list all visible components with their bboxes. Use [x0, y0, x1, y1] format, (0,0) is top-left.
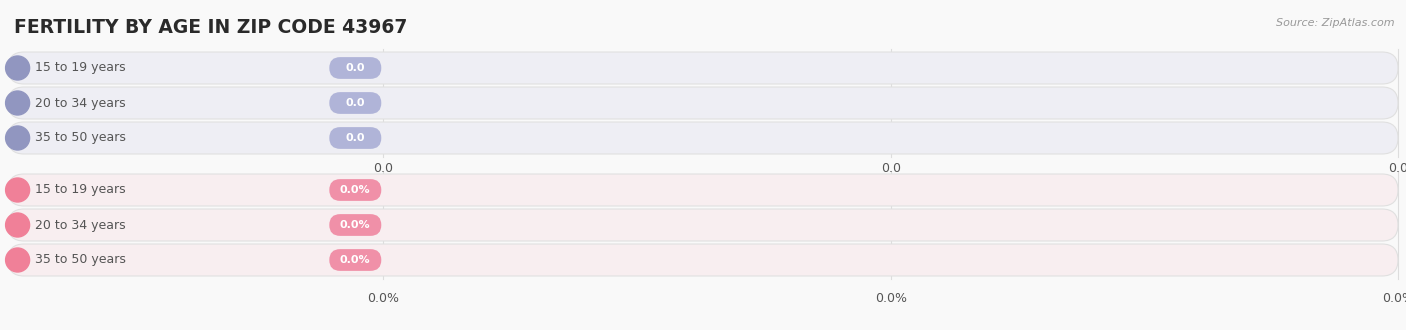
Text: 0.0: 0.0 — [880, 162, 901, 175]
FancyBboxPatch shape — [329, 249, 381, 271]
Circle shape — [6, 56, 30, 80]
Text: 0.0%: 0.0% — [875, 292, 907, 305]
FancyBboxPatch shape — [329, 92, 381, 114]
Text: 0.0%: 0.0% — [1382, 292, 1406, 305]
FancyBboxPatch shape — [329, 179, 381, 201]
Text: FERTILITY BY AGE IN ZIP CODE 43967: FERTILITY BY AGE IN ZIP CODE 43967 — [14, 18, 408, 37]
Circle shape — [6, 126, 30, 150]
FancyBboxPatch shape — [8, 244, 1398, 276]
Circle shape — [6, 91, 30, 115]
FancyBboxPatch shape — [8, 174, 1398, 206]
Text: 20 to 34 years: 20 to 34 years — [35, 218, 125, 232]
Circle shape — [6, 213, 30, 237]
Text: 35 to 50 years: 35 to 50 years — [35, 253, 127, 267]
FancyBboxPatch shape — [329, 127, 381, 149]
Text: 0.0: 0.0 — [346, 98, 366, 108]
Text: 35 to 50 years: 35 to 50 years — [35, 131, 127, 145]
Text: 0.0%: 0.0% — [367, 292, 399, 305]
FancyBboxPatch shape — [329, 214, 381, 236]
Text: 0.0%: 0.0% — [340, 185, 371, 195]
FancyBboxPatch shape — [8, 209, 1398, 241]
Circle shape — [6, 248, 30, 272]
Text: 20 to 34 years: 20 to 34 years — [35, 96, 125, 110]
Text: 0.0%: 0.0% — [340, 220, 371, 230]
FancyBboxPatch shape — [8, 52, 1398, 84]
Text: 0.0: 0.0 — [346, 63, 366, 73]
FancyBboxPatch shape — [8, 87, 1398, 119]
Text: 0.0%: 0.0% — [340, 255, 371, 265]
FancyBboxPatch shape — [8, 122, 1398, 154]
Text: Source: ZipAtlas.com: Source: ZipAtlas.com — [1277, 18, 1395, 28]
Text: 15 to 19 years: 15 to 19 years — [35, 183, 125, 196]
Text: 0.0: 0.0 — [374, 162, 394, 175]
Text: 15 to 19 years: 15 to 19 years — [35, 61, 125, 75]
Text: 0.0: 0.0 — [1388, 162, 1406, 175]
Circle shape — [6, 178, 30, 202]
FancyBboxPatch shape — [329, 57, 381, 79]
Text: 0.0: 0.0 — [346, 133, 366, 143]
